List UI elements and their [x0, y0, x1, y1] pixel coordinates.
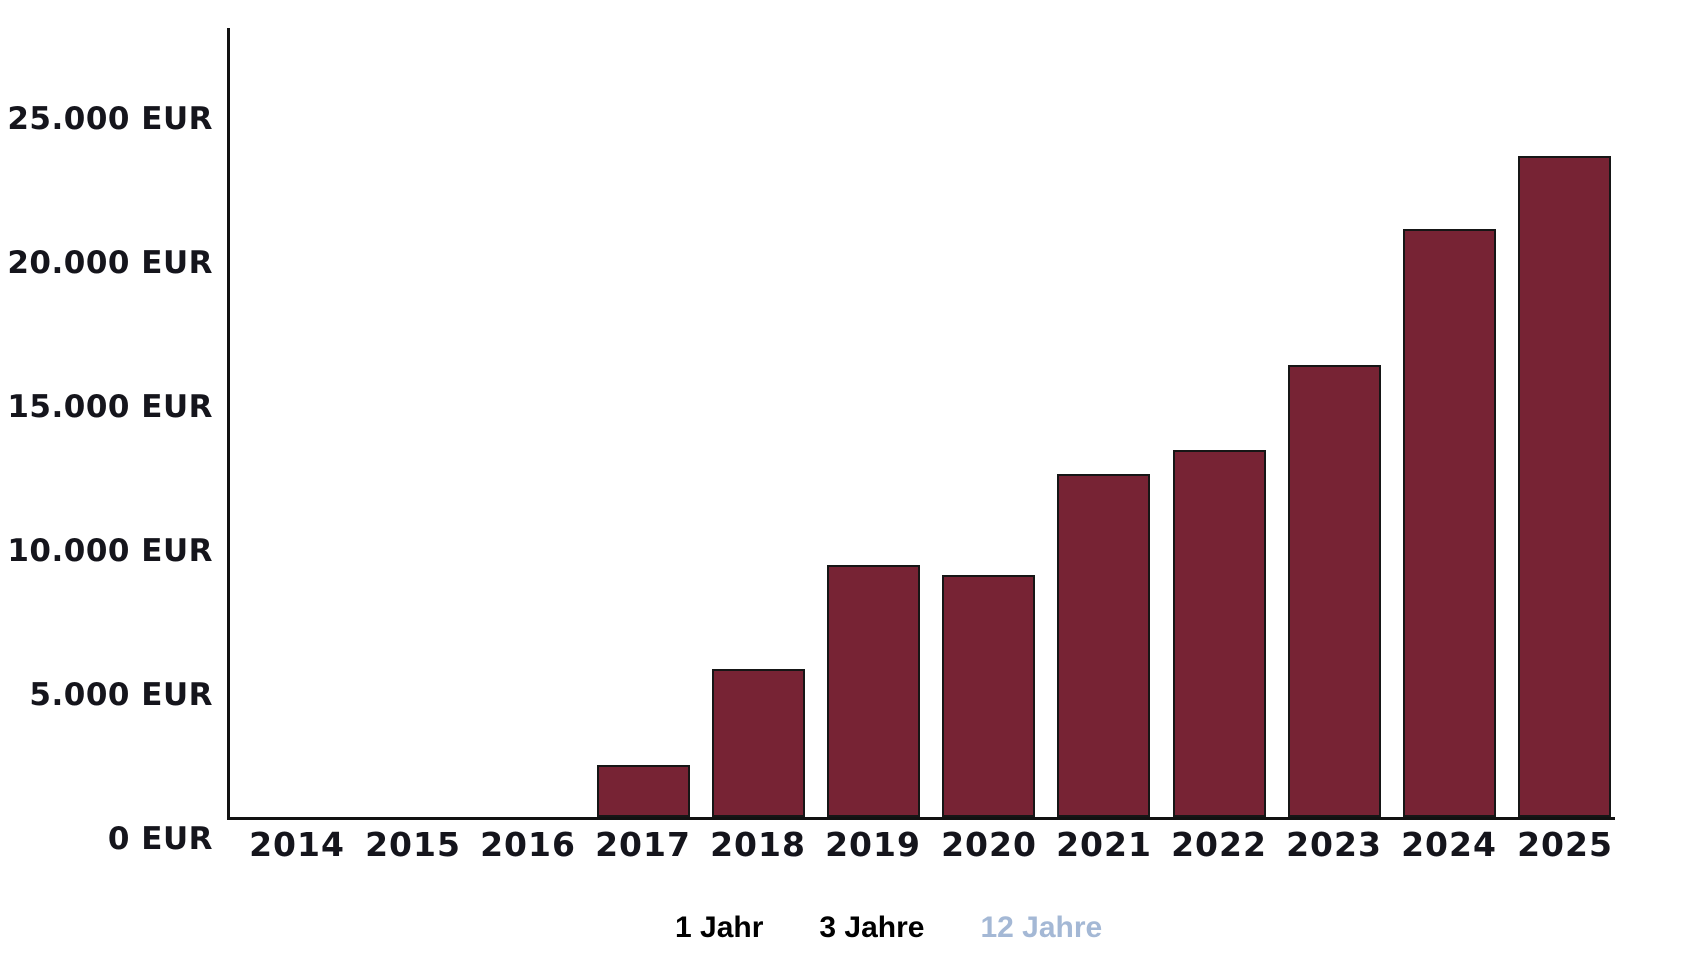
bar-2019[interactable] [827, 565, 920, 817]
plot-area [227, 28, 1615, 820]
x-tick-label-2024: 2024 [1401, 825, 1497, 864]
x-tick-label-2016: 2016 [480, 825, 576, 864]
y-tick-label: 15.000 EUR [7, 389, 213, 425]
period-tab-12-jahre[interactable]: 12 Jahre [980, 911, 1103, 944]
y-tick-label: 0 EUR [107, 821, 213, 857]
x-tick-label-2019: 2019 [825, 825, 921, 864]
y-tick-label: 10.000 EUR [7, 533, 213, 569]
bar-2018[interactable] [712, 669, 805, 817]
x-tick-label-2021: 2021 [1056, 825, 1152, 864]
x-tick-label-2025: 2025 [1517, 825, 1613, 864]
bar-2020[interactable] [942, 575, 1035, 817]
period-tab-3-jahre[interactable]: 3 Jahre [819, 911, 925, 944]
bar-2022[interactable] [1173, 450, 1266, 817]
y-tick-label: 5.000 EUR [29, 677, 213, 713]
x-tick-label-2018: 2018 [710, 825, 806, 864]
x-tick-label-2020: 2020 [941, 825, 1037, 864]
bar-2025[interactable] [1518, 156, 1611, 817]
period-tab-1-jahr[interactable]: 1 Jahr [675, 911, 764, 944]
y-tick-label: 25.000 EUR [7, 101, 213, 137]
bar-2023[interactable] [1288, 365, 1381, 817]
bar-2021[interactable] [1057, 474, 1150, 817]
x-tick-label-2023: 2023 [1286, 825, 1382, 864]
y-tick-label: 20.000 EUR [7, 245, 213, 281]
period-selector: 1 Jahr 3 Jahre 12 Jahre [675, 909, 1102, 947]
x-tick-label-2015: 2015 [365, 825, 461, 864]
x-tick-label-2014: 2014 [249, 825, 345, 864]
x-tick-label-2022: 2022 [1171, 825, 1267, 864]
x-tick-label-2017: 2017 [595, 825, 691, 864]
bar-2024[interactable] [1403, 229, 1496, 817]
bar-2017[interactable] [597, 765, 690, 817]
